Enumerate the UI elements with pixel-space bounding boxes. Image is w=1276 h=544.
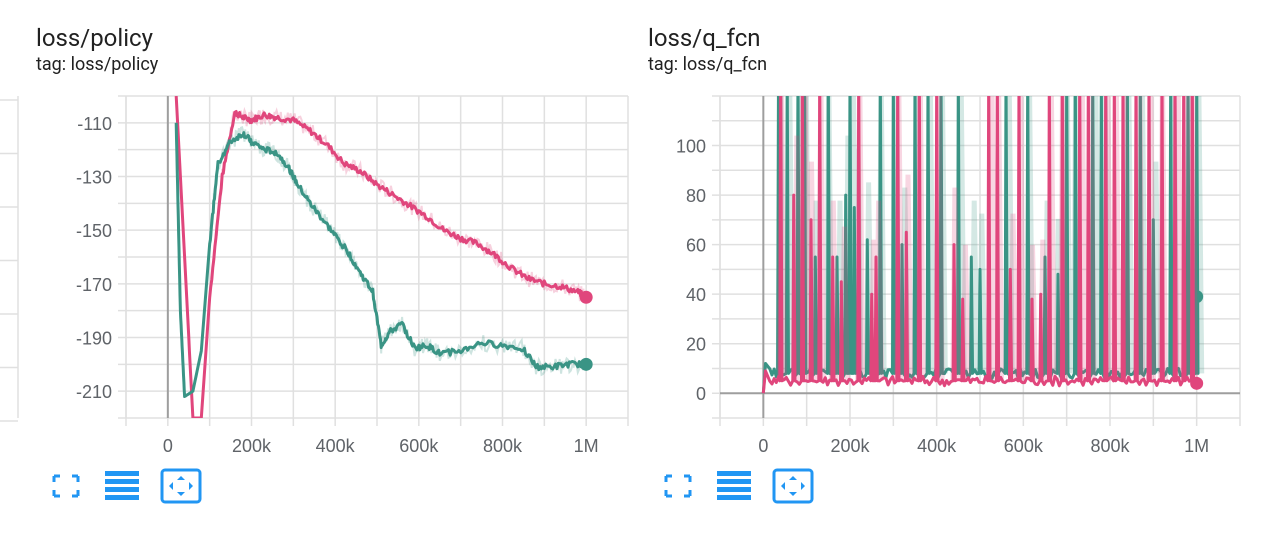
series-line (174, 96, 588, 418)
chart-plot[interactable]: 0 20 40 60 80 100 0 200k 400k 600k 800k 1M (612, 0, 1276, 470)
fullscreen-icon (664, 474, 692, 498)
fullscreen-button[interactable] (658, 468, 698, 504)
fullscreen-icon (52, 474, 80, 498)
series-line-raw (775, 96, 1205, 374)
chart-tag: tag: loss/q_fcn (648, 54, 768, 75)
chart-card-policy: loss/policy tag: loss/policy -110 -130 -15… (0, 0, 640, 504)
chart-title: loss/q_fcn (648, 24, 761, 52)
fit-domain-button[interactable] (160, 468, 202, 504)
x-tick-label: 800k (1090, 436, 1130, 456)
data-table-button[interactable] (102, 468, 142, 504)
chart-tag: tag: loss/policy (36, 54, 159, 75)
y-tick-label: 20 (686, 335, 706, 355)
y-tick-label: -170 (76, 275, 112, 295)
chart-title: loss/policy (36, 24, 153, 52)
x-tick-label: 800k (483, 436, 523, 456)
x-tick-label: 0 (758, 436, 768, 456)
chart-plot[interactable]: -110 -130 -150 -170 -190 -210 0 200k 400k 600k 800… (0, 0, 640, 470)
data-table-icon (105, 471, 139, 500)
series-line (761, 96, 1200, 394)
x-tick-label: 0 (163, 436, 173, 456)
series-end-point (579, 290, 593, 304)
x-tick-label: 400k (316, 436, 356, 456)
series-end-point (579, 357, 593, 371)
x-tick-label: 600k (399, 436, 439, 456)
fit-domain-icon (160, 468, 202, 504)
series-line-raw (776, 96, 1199, 381)
y-tick-label: -210 (76, 382, 112, 402)
data-table-button[interactable] (714, 468, 754, 504)
x-tick-label: 200k (830, 436, 870, 456)
fit-domain-icon (772, 468, 814, 504)
series-end-point (1190, 376, 1204, 390)
y-tick-label: -150 (76, 221, 112, 241)
y-tick-label: 100 (676, 137, 706, 157)
y-tick-label: 80 (686, 186, 706, 206)
x-tick-label: 600k (1004, 436, 1044, 456)
y-tick-label: 60 (686, 236, 706, 256)
y-tick-label: 40 (686, 285, 706, 305)
x-tick-label: 1M (574, 436, 599, 456)
x-tick-label: 1M (1184, 436, 1209, 456)
fit-domain-button[interactable] (772, 468, 814, 504)
chart-card-q-fcn: loss/q_fcn tag: loss/q_fcn 0 20 40 60 80 100 0… (612, 0, 1276, 544)
data-table-icon (717, 471, 751, 500)
fullscreen-button[interactable] (46, 468, 86, 504)
x-tick-label: 400k (917, 436, 957, 456)
series-line (174, 122, 588, 398)
x-tick-label: 200k (232, 436, 272, 456)
y-tick-label: -130 (76, 168, 112, 188)
y-tick-label: -190 (76, 329, 112, 349)
y-tick-label: -110 (77, 114, 112, 134)
y-tick-label: 0 (696, 384, 706, 404)
series-line (761, 96, 1198, 394)
